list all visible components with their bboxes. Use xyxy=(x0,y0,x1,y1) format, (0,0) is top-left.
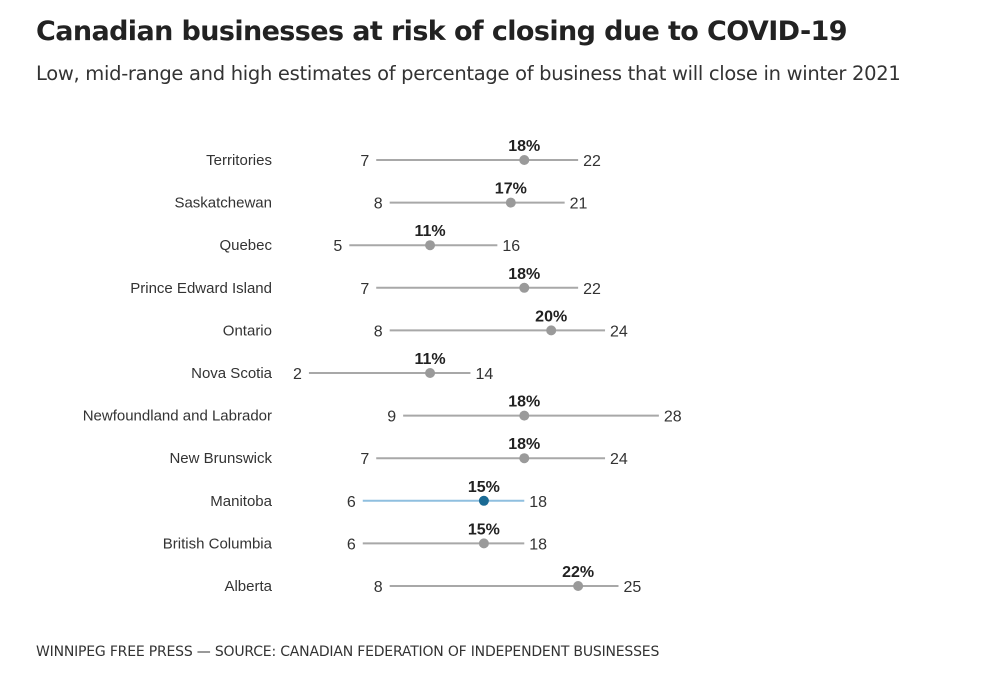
high-label: 14 xyxy=(475,366,493,383)
low-label: 6 xyxy=(347,536,356,553)
low-label: 8 xyxy=(374,196,383,213)
low-label: 5 xyxy=(333,238,342,255)
high-label: 18 xyxy=(529,536,547,553)
mid-dot xyxy=(546,325,557,336)
mid-label: 18% xyxy=(508,266,540,283)
source-credit: WINNIPEG FREE PRESS — SOURCE: CANADIAN F… xyxy=(36,644,660,660)
mid-label: 11% xyxy=(414,223,445,240)
category-label: Saskatchewan xyxy=(174,195,272,212)
mid-dot xyxy=(478,538,489,549)
mid-label: 15% xyxy=(468,479,500,496)
low-label: 6 xyxy=(347,494,356,511)
category-label: Territories xyxy=(206,152,272,169)
low-label: 7 xyxy=(360,281,369,298)
high-label: 28 xyxy=(664,409,682,426)
mid-label: 17% xyxy=(495,181,527,198)
high-label: 18 xyxy=(529,494,547,511)
high-label: 24 xyxy=(610,451,628,468)
mid-dot xyxy=(425,240,436,251)
mid-dot xyxy=(519,410,530,421)
mid-dot xyxy=(519,282,530,293)
mid-label: 15% xyxy=(468,521,500,538)
mid-label: 18% xyxy=(508,394,540,411)
mid-dot xyxy=(425,368,436,378)
mid-label: 20% xyxy=(535,308,567,325)
category-label: Nova Scotia xyxy=(191,365,273,382)
high-label: 16 xyxy=(502,238,520,255)
mid-label: 11% xyxy=(414,351,445,368)
high-label: 24 xyxy=(610,323,628,340)
category-label: Newfoundland and Labrador xyxy=(83,408,272,425)
low-label: 9 xyxy=(387,409,396,426)
mid-dot xyxy=(519,453,530,464)
chart-title: Canadian businesses at risk of closing d… xyxy=(36,16,848,47)
low-label: 2 xyxy=(293,366,302,383)
high-label: 22 xyxy=(583,153,601,170)
category-label: Ontario xyxy=(223,322,272,339)
category-label: British Columbia xyxy=(163,535,273,552)
category-label: Prince Edward Island xyxy=(130,280,272,297)
high-label: 22 xyxy=(583,281,601,298)
low-label: 7 xyxy=(360,451,369,468)
low-label: 8 xyxy=(374,323,383,340)
mid-label: 22% xyxy=(562,564,594,581)
mid-label: 18% xyxy=(508,138,540,155)
high-label: 25 xyxy=(624,579,642,596)
category-label: Quebec xyxy=(219,237,272,254)
mid-label: 18% xyxy=(508,436,540,453)
mid-dot xyxy=(505,197,516,208)
mid-dot xyxy=(478,495,489,506)
category-label: Manitoba xyxy=(210,493,272,510)
mid-dot xyxy=(519,155,530,165)
chart-subtitle: Low, mid-range and high estimates of per… xyxy=(36,62,901,85)
mid-dot xyxy=(573,581,584,591)
low-label: 8 xyxy=(374,579,383,596)
category-label: New Brunswick xyxy=(169,450,272,467)
high-label: 21 xyxy=(570,196,588,213)
category-label: Alberta xyxy=(224,578,272,595)
low-label: 7 xyxy=(360,153,369,170)
